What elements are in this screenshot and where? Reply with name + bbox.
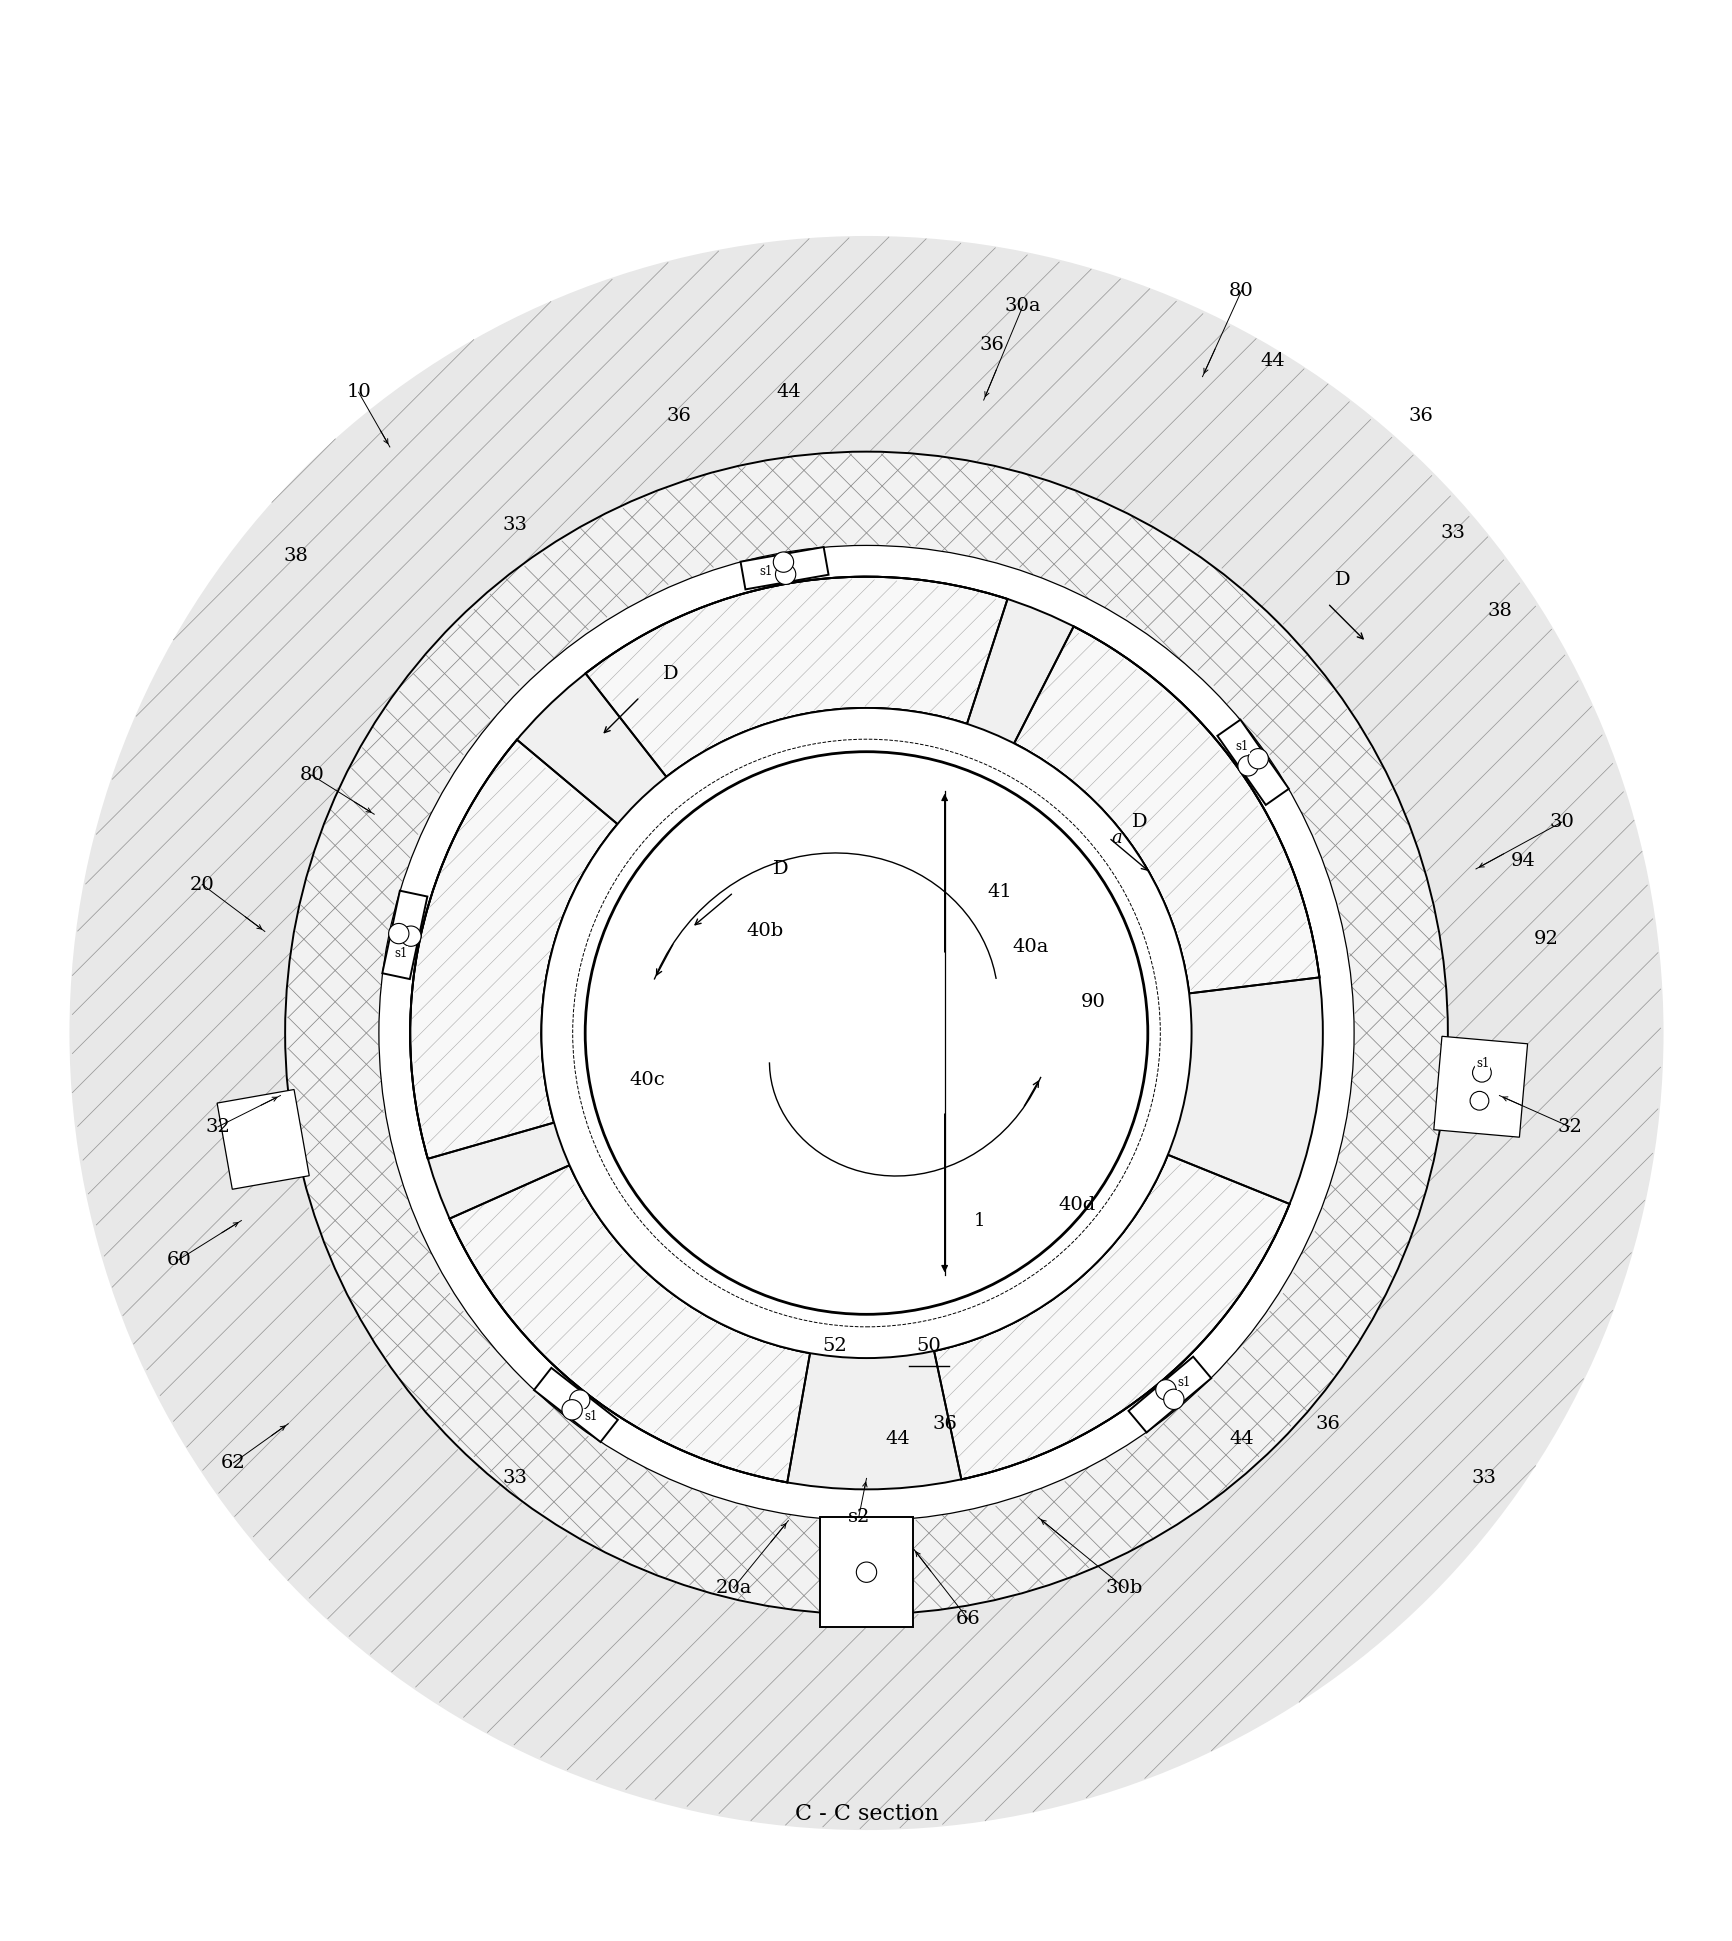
Circle shape <box>585 751 1147 1314</box>
Text: s1: s1 <box>584 1409 598 1423</box>
Text: 30: 30 <box>1548 813 1573 831</box>
Text: D: D <box>663 664 679 683</box>
Text: 41: 41 <box>987 883 1011 901</box>
Text: 38: 38 <box>1486 602 1510 619</box>
Polygon shape <box>216 1089 308 1190</box>
Polygon shape <box>819 1518 913 1627</box>
Text: 36: 36 <box>667 408 691 425</box>
Text: 1: 1 <box>973 1211 984 1229</box>
Text: C - C section: C - C section <box>795 1803 937 1825</box>
Circle shape <box>379 545 1353 1520</box>
Text: 38: 38 <box>284 547 308 565</box>
Text: 30a: 30a <box>1005 297 1041 314</box>
Circle shape <box>410 576 1322 1489</box>
Circle shape <box>856 1563 876 1582</box>
Circle shape <box>1237 755 1257 776</box>
Text: 10: 10 <box>346 382 371 402</box>
Circle shape <box>388 924 409 943</box>
Text: 30b: 30b <box>1105 1578 1143 1597</box>
Text: 33: 33 <box>1470 1469 1495 1487</box>
Circle shape <box>1155 1380 1176 1399</box>
Circle shape <box>772 551 793 573</box>
Text: 44: 44 <box>776 382 800 402</box>
Circle shape <box>540 708 1192 1359</box>
Text: D: D <box>772 860 788 877</box>
Text: 52: 52 <box>823 1337 847 1355</box>
Polygon shape <box>1128 1357 1211 1432</box>
Text: 20: 20 <box>191 875 215 893</box>
Circle shape <box>774 565 795 584</box>
Text: 80: 80 <box>300 767 324 784</box>
Text: 40c: 40c <box>629 1071 665 1089</box>
Polygon shape <box>533 1368 618 1442</box>
Text: 20a: 20a <box>715 1578 752 1597</box>
Text: 32: 32 <box>1557 1118 1581 1135</box>
Text: 33: 33 <box>502 1469 527 1487</box>
Circle shape <box>570 1390 589 1411</box>
Polygon shape <box>1216 720 1289 806</box>
Circle shape <box>1162 1390 1183 1409</box>
Text: 36: 36 <box>932 1415 956 1432</box>
Text: D: D <box>1335 571 1351 588</box>
Text: 50: 50 <box>916 1337 940 1355</box>
Circle shape <box>1472 1064 1491 1083</box>
Text: 36: 36 <box>1408 408 1432 425</box>
Wedge shape <box>934 1155 1289 1479</box>
Text: D: D <box>1131 813 1147 831</box>
Circle shape <box>561 1399 582 1421</box>
Circle shape <box>1469 1091 1488 1110</box>
Circle shape <box>540 708 1192 1359</box>
Text: 44: 44 <box>885 1431 909 1448</box>
Text: 40a: 40a <box>1011 938 1048 957</box>
Text: 40d: 40d <box>1058 1196 1095 1213</box>
Text: s2: s2 <box>847 1508 869 1526</box>
Polygon shape <box>383 891 428 978</box>
Text: s1: s1 <box>1176 1376 1190 1390</box>
Wedge shape <box>449 1165 809 1483</box>
Circle shape <box>286 452 1446 1615</box>
Text: 44: 44 <box>1259 351 1285 371</box>
Text: 90: 90 <box>1081 992 1105 1011</box>
Text: 36: 36 <box>1315 1415 1339 1432</box>
Circle shape <box>400 926 421 947</box>
Text: 62: 62 <box>222 1454 246 1471</box>
Polygon shape <box>1432 1036 1526 1137</box>
Circle shape <box>69 237 1663 1830</box>
Text: a: a <box>1110 829 1121 846</box>
Text: 32: 32 <box>206 1118 230 1135</box>
Circle shape <box>286 452 1446 1615</box>
Circle shape <box>1247 749 1268 769</box>
Text: 94: 94 <box>1510 852 1535 870</box>
Text: 66: 66 <box>954 1611 980 1628</box>
Text: 33: 33 <box>502 516 527 534</box>
Text: 33: 33 <box>1439 524 1464 542</box>
Text: s1: s1 <box>759 565 772 578</box>
Text: s1: s1 <box>393 947 407 959</box>
Text: 36: 36 <box>979 336 1003 355</box>
Polygon shape <box>740 547 828 590</box>
Text: 60: 60 <box>166 1250 191 1269</box>
Wedge shape <box>410 740 617 1159</box>
Text: s1: s1 <box>1235 740 1249 753</box>
Text: 40b: 40b <box>746 922 783 941</box>
Text: 80: 80 <box>1228 281 1254 299</box>
Text: 44: 44 <box>1228 1431 1254 1448</box>
Text: 92: 92 <box>1533 930 1557 949</box>
Wedge shape <box>1013 627 1318 994</box>
Wedge shape <box>585 576 1006 776</box>
Text: s1: s1 <box>1476 1058 1488 1069</box>
